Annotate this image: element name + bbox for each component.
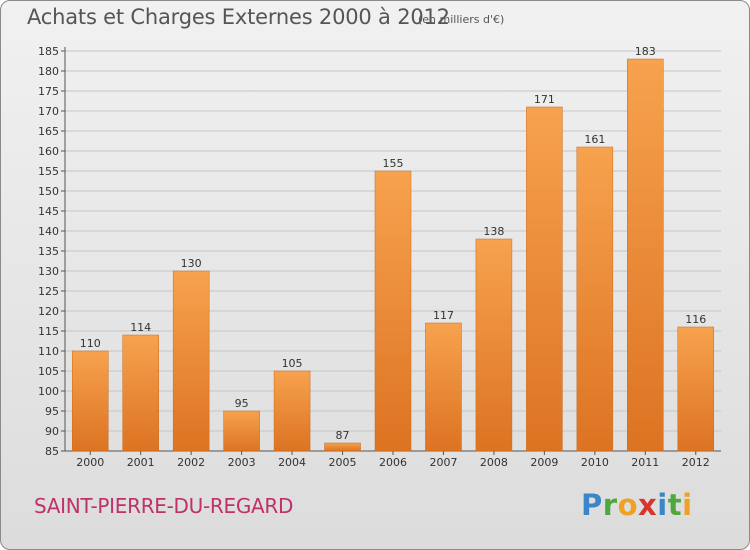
y-tick-label: 110: [38, 345, 59, 358]
y-tick-label: 160: [38, 145, 59, 158]
bar: [374, 170, 412, 452]
bar: [324, 442, 361, 452]
x-tick-label: 2000: [76, 456, 104, 469]
x-tick-label: 2010: [581, 456, 609, 469]
y-tick-label: 95: [45, 405, 59, 418]
x-tick-label: 2008: [480, 456, 508, 469]
y-tick-label: 105: [38, 365, 59, 378]
bar: [475, 238, 513, 452]
y-tick-label: 100: [38, 385, 59, 398]
data-label: 155: [383, 157, 404, 170]
chart-title: Achats et Charges Externes 2000 à 2012: [27, 5, 450, 29]
y-tick-label: 120: [38, 305, 59, 318]
y-tick-label: 85: [45, 445, 59, 458]
y-tick-label: 140: [38, 225, 59, 238]
logo-letter: o: [617, 488, 639, 522]
y-tick-label: 150: [38, 185, 59, 198]
data-label: 87: [336, 429, 350, 442]
data-label: 114: [130, 321, 151, 334]
y-tick-label: 170: [38, 105, 59, 118]
x-tick-label: 2001: [127, 456, 155, 469]
data-label: 161: [584, 133, 605, 146]
x-tick-label: 2009: [530, 456, 558, 469]
y-tick-label: 180: [38, 65, 59, 78]
x-tick-label: 2002: [177, 456, 205, 469]
data-label: 130: [181, 257, 202, 270]
x-tick-label: 2007: [429, 456, 457, 469]
logo-letter: i: [657, 488, 668, 522]
proxiti-logo[interactable]: Proxiti: [581, 488, 693, 522]
bar: [273, 370, 311, 452]
bar: [122, 334, 159, 452]
logo-letter: x: [638, 488, 658, 522]
logo-letter: t: [667, 488, 683, 522]
logo-letter: i: [682, 488, 693, 522]
town-name: SAINT-PIERRE-DU-REGARD: [34, 494, 294, 518]
y-tick-label: 130: [38, 265, 59, 278]
data-label: 110: [80, 337, 101, 350]
data-label: 105: [282, 357, 303, 370]
data-label: 116: [685, 313, 706, 326]
x-tick-label: 2004: [278, 456, 306, 469]
y-tick-label: 135: [38, 245, 59, 258]
x-tick-label: 2012: [682, 456, 710, 469]
data-label: 171: [534, 93, 555, 106]
y-tick-label: 155: [38, 165, 59, 178]
x-tick-label: 2005: [329, 456, 357, 469]
bar: [677, 326, 715, 452]
bar: [223, 410, 260, 452]
bar: [71, 350, 109, 452]
bars: [71, 58, 715, 452]
y-tick-label: 145: [38, 205, 59, 218]
data-label: 138: [483, 225, 504, 238]
bar: [425, 322, 462, 452]
bar: [576, 146, 614, 452]
y-tick-label: 175: [38, 85, 59, 98]
x-tick-label: 2003: [228, 456, 256, 469]
data-label: 95: [235, 397, 249, 410]
labels: 2000 110 2001 114 2002 130 2003 95 2004 105 2005 87…: [76, 45, 710, 469]
y-tick-label: 185: [38, 45, 59, 58]
bar: [627, 58, 664, 452]
y-tick-label: 125: [38, 285, 59, 298]
bar: [172, 270, 210, 452]
x-tick-label: 2011: [631, 456, 659, 469]
logo-letter: r: [602, 488, 618, 522]
y-tick-label: 165: [38, 125, 59, 138]
y-tick-label: 115: [38, 325, 59, 338]
y-tick-label: 90: [45, 425, 59, 438]
chart-subtitle: (en milliers d'€): [418, 13, 505, 26]
x-tick-label: 2006: [379, 456, 407, 469]
bar: [526, 106, 563, 452]
logo-letter: P: [581, 488, 603, 522]
data-label: 183: [635, 45, 656, 58]
data-label: 117: [433, 309, 454, 322]
